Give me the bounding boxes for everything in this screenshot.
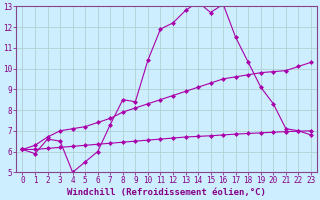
X-axis label: Windchill (Refroidissement éolien,°C): Windchill (Refroidissement éolien,°C) [67, 188, 266, 197]
